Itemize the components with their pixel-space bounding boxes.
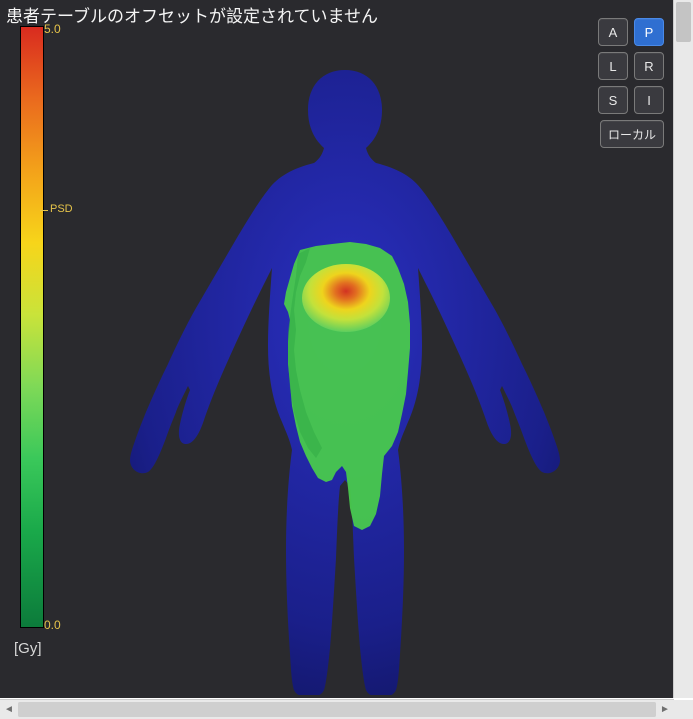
view-button-p[interactable]: P (634, 18, 664, 46)
view-button-l[interactable]: L (598, 52, 628, 80)
legend-psd-tick (40, 210, 48, 212)
legend-gradient-bar (20, 26, 44, 628)
body-dose-map[interactable] (110, 40, 580, 695)
view-button-r[interactable]: R (634, 52, 664, 80)
scrollbar-corner (674, 700, 693, 719)
view-button-a[interactable]: A (598, 18, 628, 46)
dose-hotspot (302, 264, 390, 332)
view-orientation-buttons: A P L R S I ローカル (598, 18, 664, 148)
horizontal-scroll-track[interactable] (18, 702, 656, 717)
vertical-scrollbar[interactable] (673, 0, 693, 698)
scroll-left-arrow[interactable]: ◄ (0, 700, 18, 719)
legend-unit: [Gy] (14, 640, 42, 657)
dose-legend (20, 26, 42, 626)
horizontal-scroll-thumb[interactable] (18, 702, 656, 717)
status-message: 患者テーブルのオフセットが設定されていません (6, 2, 378, 27)
legend-max-value: 5.0 (44, 22, 61, 36)
legend-min-value: 0.0 (44, 618, 61, 632)
scroll-right-arrow[interactable]: ► (656, 700, 674, 719)
view-button-s[interactable]: S (598, 86, 628, 114)
view-button-local[interactable]: ローカル (600, 120, 664, 148)
view-button-i[interactable]: I (634, 86, 664, 114)
dose-viewport: 患者テーブルのオフセットが設定されていません 5.0 0.0 PSD [Gy] … (0, 0, 674, 698)
vertical-scroll-thumb[interactable] (676, 2, 691, 42)
legend-psd-label: PSD (50, 203, 73, 215)
horizontal-scrollbar[interactable]: ◄ ► (0, 699, 674, 719)
